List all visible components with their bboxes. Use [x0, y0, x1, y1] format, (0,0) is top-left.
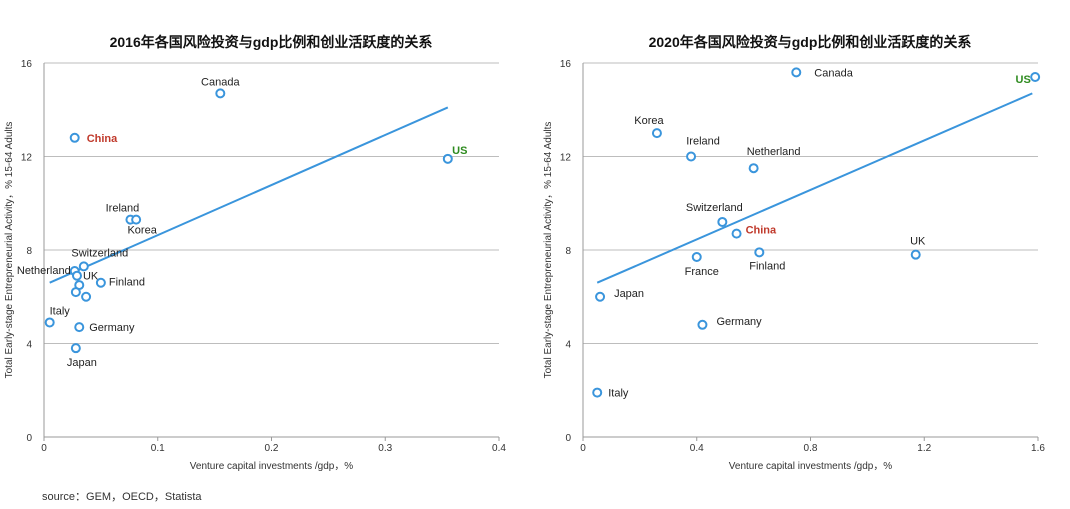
- x-tick-label: 0: [580, 443, 586, 454]
- chart-panel-2: 2020年各国风险投资与gdp比例和创业活跃度的关系 0 4 8 12 16 0 0.4 0.8…: [543, 34, 1045, 472]
- data-point-japan: [70, 343, 81, 354]
- point-label: Germany: [716, 316, 762, 328]
- point-label: Canada: [814, 67, 853, 79]
- data-point-netherland: [748, 163, 759, 174]
- point-label: China: [746, 225, 777, 237]
- y-tick-label: 8: [26, 246, 32, 257]
- data-point-uk: [71, 270, 82, 281]
- data-point-france: [691, 252, 702, 263]
- x-tick-label: 1.6: [1031, 443, 1045, 454]
- x-tick-label: 0.1: [151, 443, 165, 454]
- point-label: Finland: [109, 277, 145, 289]
- chart-panel-1: 2016年各国风险投资与gdp比例和创业活跃度的关系 0 4 8 12 16 0 0.1 0.2…: [4, 34, 506, 472]
- point-label: Finland: [749, 260, 785, 272]
- data-point-switzerland: [717, 216, 728, 227]
- y-tick-label: 12: [560, 153, 572, 164]
- point-label: France: [685, 266, 719, 278]
- source-note: source：GEM，OECD，Statista: [42, 491, 202, 503]
- point-label: Switzerland: [71, 247, 128, 259]
- data-point-canada: [215, 88, 226, 99]
- x-axis-label: Venture capital investments /gdp，%: [729, 461, 893, 472]
- x-tick-label: 0.4: [690, 443, 704, 454]
- data-point-china: [69, 132, 80, 143]
- point-label: Netherland: [17, 265, 71, 277]
- chart-title: 2020年各国风险投资与gdp比例和创业活跃度的关系: [649, 34, 972, 50]
- data-point-japan: [595, 291, 606, 302]
- point-label: Ireland: [106, 203, 140, 215]
- point-label: Canada: [201, 76, 240, 88]
- point-label: Korea: [127, 225, 157, 237]
- y-tick-label: 16: [21, 59, 33, 70]
- point-label: Switzerland: [686, 202, 743, 214]
- data-point-italy: [44, 317, 55, 328]
- point-label: UK: [83, 271, 99, 283]
- x-tick-label: 0.2: [265, 443, 279, 454]
- y-tick-label: 4: [565, 340, 571, 351]
- y-tick-label: 0: [26, 433, 32, 444]
- data-point-italy: [592, 387, 603, 398]
- data-point: [70, 287, 81, 298]
- point-label: Korea: [634, 115, 664, 127]
- point-label: UK: [910, 236, 926, 248]
- x-axis-label: Venture capital investments /gdp，%: [190, 461, 354, 472]
- data-point-switzerland: [78, 261, 89, 272]
- data-point-germany: [74, 322, 85, 333]
- data-point-finland: [754, 247, 765, 258]
- data-point-germany: [697, 319, 708, 330]
- data-point-uk: [910, 249, 921, 260]
- point-label: US: [452, 145, 467, 157]
- data-point-us: [442, 153, 453, 164]
- data-point: [81, 291, 92, 302]
- point-label: Ireland: [686, 136, 720, 148]
- y-axis-label: Total Early-stage Entrepreneurial Activi…: [4, 122, 15, 379]
- trendline: [49, 106, 449, 284]
- point-label: US: [1016, 74, 1031, 86]
- data-point-korea: [131, 214, 142, 225]
- point-label: Japan: [67, 357, 97, 369]
- x-tick-label: 0.4: [492, 443, 506, 454]
- trendline: [596, 92, 1033, 284]
- data-point-canada: [791, 67, 802, 78]
- y-axis-label: Total Early-stage Entrepreneurial Activi…: [543, 122, 554, 379]
- point-label: China: [87, 133, 118, 145]
- x-tick-label: 0: [41, 443, 47, 454]
- y-tick-label: 12: [21, 153, 33, 164]
- y-tick-label: 16: [560, 59, 572, 70]
- x-tick-label: 1.2: [917, 443, 931, 454]
- data-point-china: [731, 228, 742, 239]
- data-point-us: [1030, 72, 1041, 83]
- chart-title: 2016年各国风险投资与gdp比例和创业活跃度的关系: [110, 34, 433, 50]
- data-point-ireland: [686, 151, 697, 162]
- y-tick-label: 8: [565, 246, 571, 257]
- x-tick-label: 0.3: [378, 443, 392, 454]
- y-tick-label: 4: [26, 340, 32, 351]
- point-label: Italy: [50, 305, 71, 317]
- data-point-finland: [95, 277, 106, 288]
- point-label: Netherland: [747, 146, 801, 158]
- point-label: Germany: [89, 322, 135, 334]
- data-point-korea: [651, 128, 662, 139]
- point-label: Italy: [608, 388, 629, 400]
- y-tick-label: 0: [565, 433, 571, 444]
- point-label: Japan: [614, 288, 644, 300]
- x-tick-label: 0.8: [804, 443, 818, 454]
